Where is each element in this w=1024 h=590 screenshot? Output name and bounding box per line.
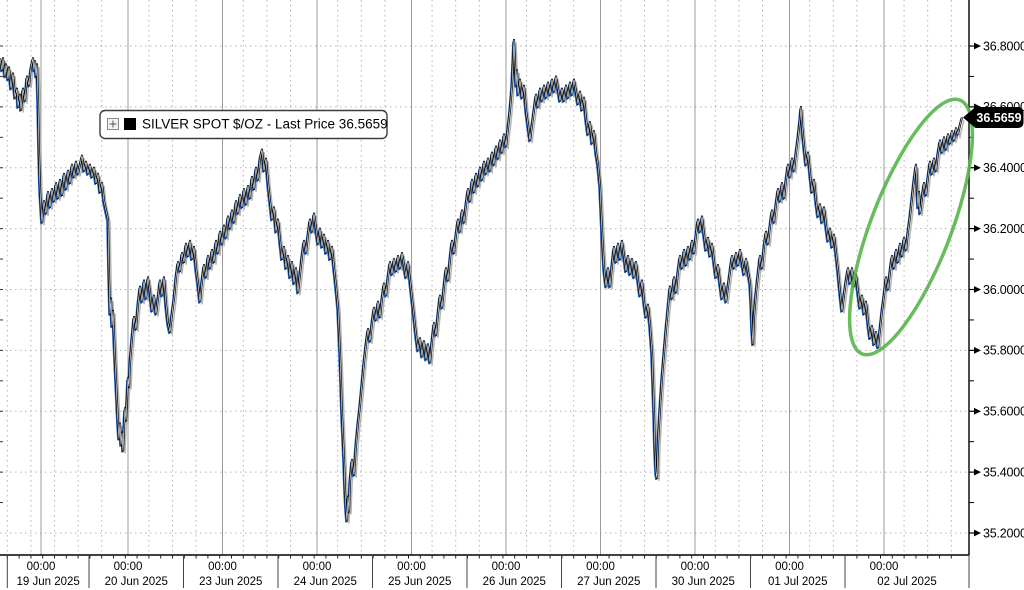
legend-box <box>99 109 388 140</box>
legend[interactable]: SILVER SPOT $/OZ - Last Price 36.5659 <box>99 109 388 140</box>
x-axis-time-label: 00:00 <box>27 561 56 573</box>
y-axis-label: 36.0000 <box>983 283 1024 297</box>
highlight-ellipse <box>847 97 975 357</box>
price-series-line-core <box>0 39 963 521</box>
x-axis-date-label: 25 Jun 2025 <box>388 576 451 588</box>
x-axis-time-label: 00:00 <box>303 561 332 573</box>
y-axis-tick-arrow <box>974 286 981 293</box>
gridlines <box>0 0 969 555</box>
x-axis-date-label: 26 Jun 2025 <box>483 576 546 588</box>
x-axis-date-label: 19 Jun 2025 <box>16 576 79 588</box>
x-axis-time-label: 00:00 <box>586 561 615 573</box>
x-axis-time-label: 00:00 <box>492 561 521 573</box>
y-axis-label: 35.8000 <box>983 344 1024 358</box>
x-axis-date-label: 02 Jul 2025 <box>877 576 936 588</box>
highlight-ellipse-annotation <box>847 97 975 357</box>
last-price-badge-shape <box>963 107 1024 128</box>
x-axis-time-label: 00:00 <box>870 561 899 573</box>
y-axis-tick-arrow <box>974 468 981 476</box>
x-axis-date-label: 24 Jun 2025 <box>294 576 357 588</box>
x-axis-date-label: 30 Jun 2025 <box>672 576 735 588</box>
y-axis-tick-arrow <box>974 164 981 172</box>
x-axis-date-label: 27 Jun 2025 <box>577 576 640 588</box>
legend-label: SILVER SPOT $/OZ - Last Price 36.5659 <box>142 117 388 132</box>
last-price-badge: 36.5659 <box>963 107 1024 128</box>
y-axis-tick-arrow <box>974 346 981 354</box>
x-axis-date-label: 20 Jun 2025 <box>105 576 168 588</box>
x-axis-time-label: 00:00 <box>114 561 143 573</box>
y-axis-label: 35.2000 <box>983 526 1024 540</box>
legend-series-swatch <box>124 118 136 130</box>
y-axis-tick-arrow <box>974 529 981 537</box>
y-axis-label: 36.8000 <box>983 39 1024 53</box>
y-axis-tick-arrow <box>974 407 981 415</box>
x-axis-time-label: 00:00 <box>397 561 426 573</box>
y-axis-tick-arrow <box>974 42 981 50</box>
legend-expand-icon[interactable] <box>107 118 119 130</box>
y-axis-label: 36.4000 <box>983 161 1024 175</box>
x-axis-date-label: 23 Jun 2025 <box>199 576 262 588</box>
price-series <box>0 38 965 524</box>
last-price-badge-value: 36.5659 <box>976 111 1021 125</box>
x-axis-date-label: 01 Jul 2025 <box>768 576 827 588</box>
y-axis-label: 35.6000 <box>983 405 1024 419</box>
x-axis-time-label: 00:00 <box>208 561 237 573</box>
x-axis-time-label: 00:00 <box>775 561 804 573</box>
y-axis-label: 36.2000 <box>983 222 1024 236</box>
y-axis-label: 35.4000 <box>983 465 1024 479</box>
y-axis-tick-arrow <box>974 225 981 233</box>
x-axis-time-label: 00:00 <box>681 561 710 573</box>
